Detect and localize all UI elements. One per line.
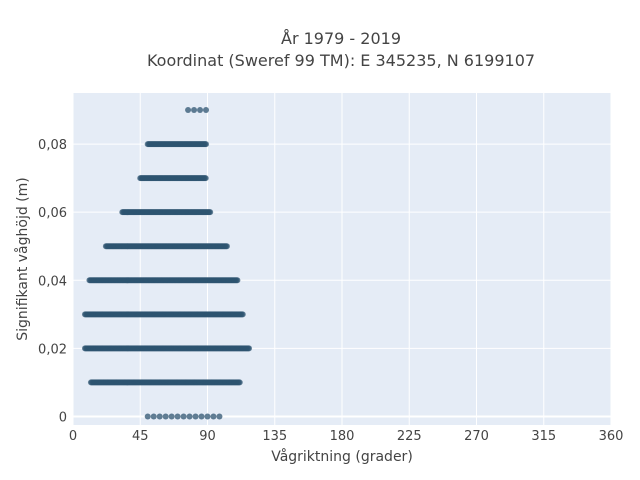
data-point bbox=[234, 277, 241, 284]
y-tick-label: 0,02 bbox=[38, 342, 67, 357]
x-tick-label: 0 bbox=[69, 429, 77, 444]
data-point bbox=[204, 413, 211, 420]
chart-title-line-2: Koordinat (Sweref 99 TM): E 345235, N 61… bbox=[146, 51, 536, 70]
data-point bbox=[150, 413, 157, 420]
data-points bbox=[81, 107, 253, 420]
x-tick-label: 270 bbox=[464, 429, 489, 444]
x-tick-label: 315 bbox=[531, 429, 556, 444]
y-tick-label: 0,08 bbox=[38, 138, 67, 153]
x-tick-label: 180 bbox=[330, 429, 355, 444]
chart-title-line-1: År 1979 - 2019 bbox=[281, 29, 401, 48]
data-point bbox=[203, 107, 210, 114]
data-point bbox=[207, 209, 214, 216]
data-point bbox=[174, 413, 181, 420]
x-tick-labels: 0 45 90 135 180 225 270 315 360 bbox=[69, 429, 624, 444]
data-point bbox=[202, 175, 209, 182]
data-point bbox=[198, 413, 205, 420]
data-point bbox=[185, 107, 192, 114]
data-point bbox=[246, 345, 253, 352]
data-point bbox=[180, 413, 187, 420]
chart-title: År 1979 - 2019 Koordinat (Sweref 99 TM):… bbox=[0, 28, 640, 72]
data-point bbox=[192, 413, 199, 420]
data-point bbox=[236, 379, 243, 386]
y-tick-label: 0,04 bbox=[38, 274, 67, 289]
y-tick-label: 0,06 bbox=[38, 206, 67, 221]
data-point bbox=[197, 107, 204, 114]
data-point bbox=[186, 413, 193, 420]
data-point bbox=[191, 107, 198, 114]
x-axis-title: Vågriktning (grader) bbox=[271, 448, 413, 465]
data-point bbox=[144, 413, 151, 420]
x-tick-label: 90 bbox=[199, 429, 216, 444]
data-point bbox=[239, 311, 246, 318]
x-tick-label: 225 bbox=[397, 429, 422, 444]
x-tick-label: 45 bbox=[132, 429, 149, 444]
data-point bbox=[203, 141, 210, 148]
data-point bbox=[156, 413, 163, 420]
data-point bbox=[223, 243, 230, 250]
data-point bbox=[162, 413, 169, 420]
x-tick-label: 135 bbox=[262, 429, 287, 444]
x-tick-label: 360 bbox=[599, 429, 624, 444]
data-point bbox=[210, 413, 217, 420]
y-tick-label: 0 bbox=[59, 410, 67, 425]
y-tick-labels: 0 0,02 0,04 0,06 0,08 bbox=[38, 138, 67, 425]
data-point bbox=[168, 413, 175, 420]
y-axis-title: Signifikant våghöjd (m) bbox=[14, 177, 31, 340]
data-point bbox=[216, 413, 223, 420]
